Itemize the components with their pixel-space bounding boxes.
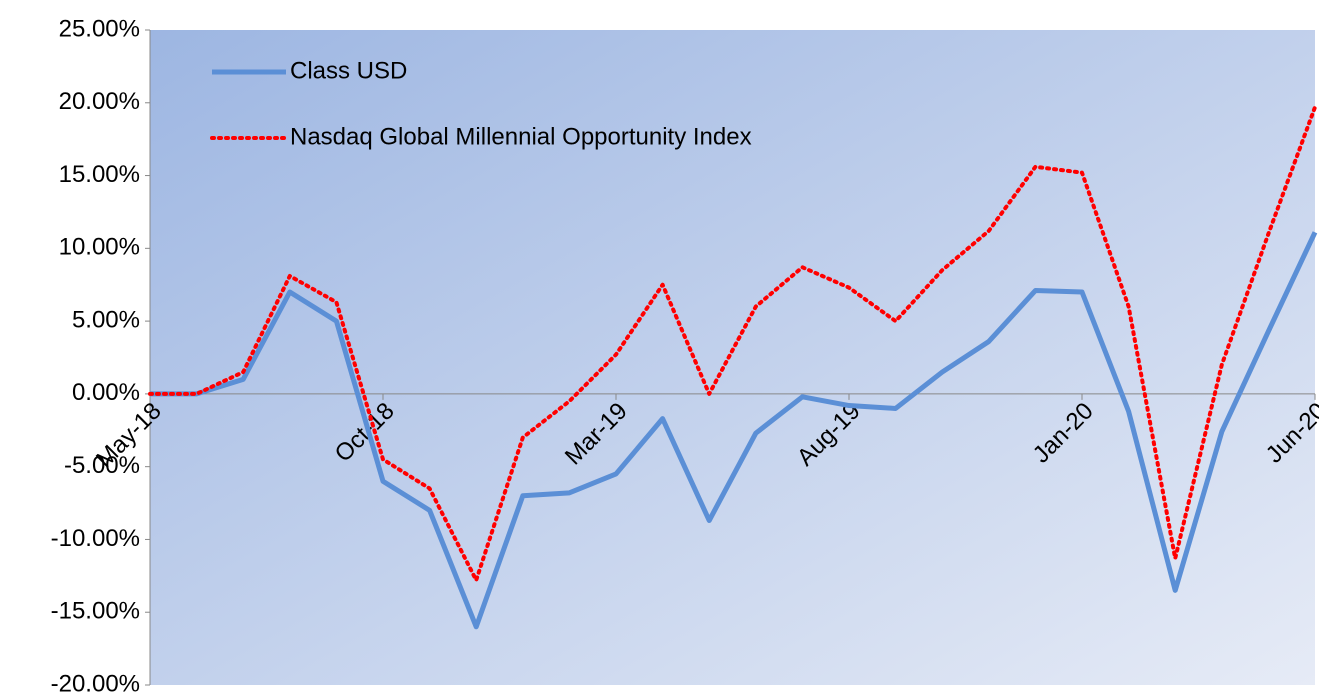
y-tick-label: 5.00% bbox=[72, 306, 140, 333]
legend-label: Class USD bbox=[290, 57, 407, 84]
y-tick-label: 25.00% bbox=[59, 15, 140, 42]
plot-area bbox=[150, 30, 1315, 685]
series-line bbox=[150, 231, 1318, 630]
y-tick-label: -5.00% bbox=[64, 452, 140, 479]
y-tick-label: -15.00% bbox=[51, 598, 140, 625]
y-tick-label: 10.00% bbox=[59, 234, 140, 261]
series-line bbox=[148, 105, 1317, 583]
y-tick-label: -10.00% bbox=[51, 525, 140, 552]
y-tick-label: 15.00% bbox=[59, 161, 140, 188]
legend-label: Nasdaq Global Millennial Opportunity Ind… bbox=[290, 123, 752, 150]
y-tick-label: 20.00% bbox=[59, 88, 140, 115]
y-tick-label: -20.00% bbox=[51, 670, 140, 693]
y-tick-label: 0.00% bbox=[72, 379, 140, 406]
